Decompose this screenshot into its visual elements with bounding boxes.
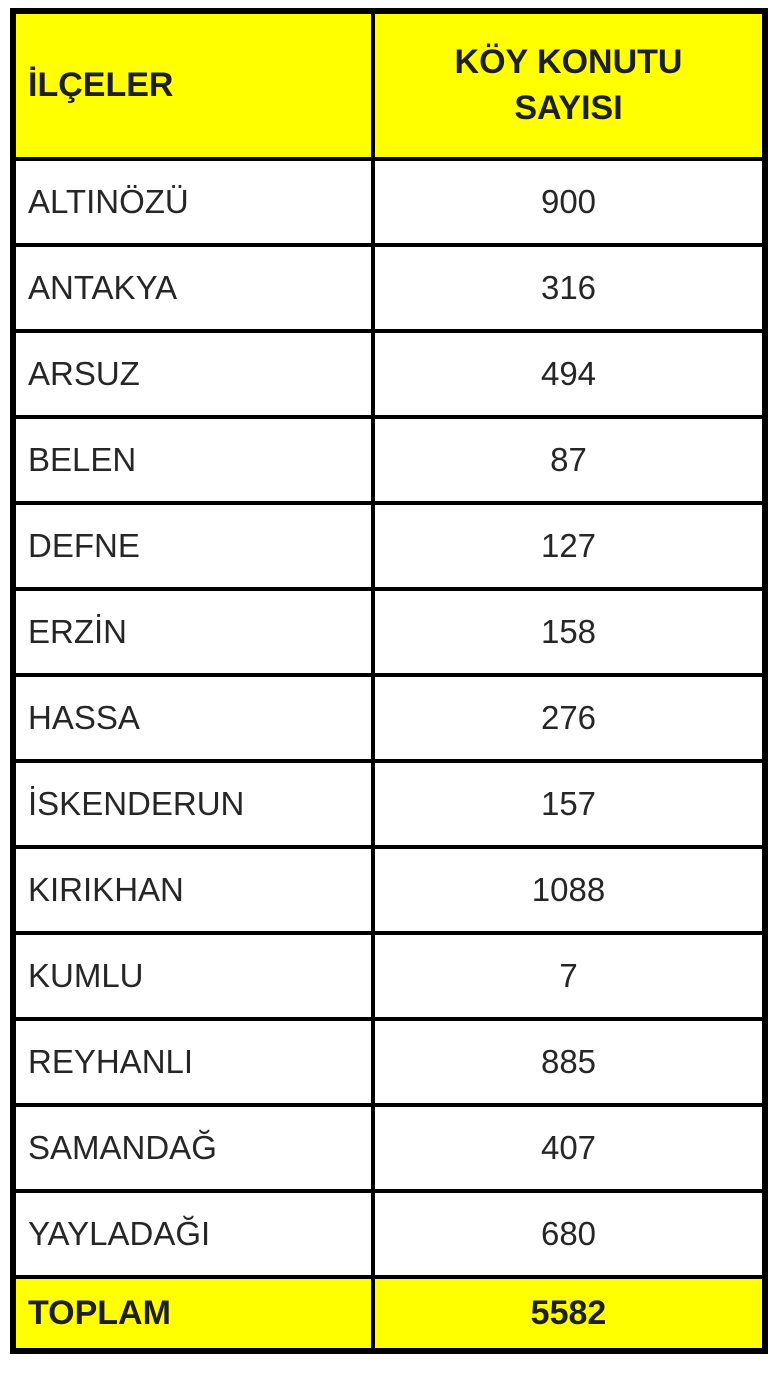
table-row: ANTAKYA 316 [11,243,767,333]
count-cell: 494 [371,329,767,419]
count-cell: 157 [371,759,767,849]
count-cell: 316 [371,243,767,333]
district-cell: REYHANLI [11,1017,375,1107]
table-row: REYHANLI 885 [11,1017,767,1107]
district-cell: ARSUZ [11,329,375,419]
districts-count-table: İLÇELER KÖY KONUTU SAYISI ALTINÖZÜ 900 A… [10,8,768,1354]
table-row: ALTINÖZÜ 900 [11,157,767,247]
count-cell: 885 [371,1017,767,1107]
table-row: ARSUZ 494 [11,329,767,419]
table-row: BELEN 87 [11,415,767,505]
district-cell: HASSA [11,673,375,763]
count-cell: 87 [371,415,767,505]
table-row: HASSA 276 [11,673,767,763]
district-cell: ERZİN [11,587,375,677]
village-housing-table: İLÇELER KÖY KONUTU SAYISI ALTINÖZÜ 900 A… [10,8,768,1354]
count-cell: 127 [371,501,767,591]
count-cell: 1088 [371,845,767,935]
district-cell: İSKENDERUN [11,759,375,849]
count-cell: 158 [371,587,767,677]
district-cell: SAMANDAĞ [11,1103,375,1193]
total-value-cell: 5582 [371,1275,767,1353]
count-cell: 900 [371,157,767,247]
header-cell-count: KÖY KONUTU SAYISI [371,9,767,161]
district-cell: KUMLU [11,931,375,1021]
district-cell: BELEN [11,415,375,505]
district-cell: ALTINÖZÜ [11,157,375,247]
count-cell: 407 [371,1103,767,1193]
table-row: İSKENDERUN 157 [11,759,767,849]
district-cell: ANTAKYA [11,243,375,333]
table-row: KUMLU 7 [11,931,767,1021]
district-cell: DEFNE [11,501,375,591]
table-row: ERZİN 158 [11,587,767,677]
count-cell: 7 [371,931,767,1021]
total-label-cell: TOPLAM [11,1275,375,1353]
total-row: TOPLAM 5582 [11,1275,767,1353]
table-row: KIRIKHAN 1088 [11,845,767,935]
table-row: DEFNE 127 [11,501,767,591]
district-cell: YAYLADAĞI [11,1189,375,1279]
header-cell-districts: İLÇELER [11,9,375,161]
header-row: İLÇELER KÖY KONUTU SAYISI [11,9,767,161]
count-cell: 276 [371,673,767,763]
district-cell: KIRIKHAN [11,845,375,935]
count-cell: 680 [371,1189,767,1279]
table-row: YAYLADAĞI 680 [11,1189,767,1279]
table-row: SAMANDAĞ 407 [11,1103,767,1193]
